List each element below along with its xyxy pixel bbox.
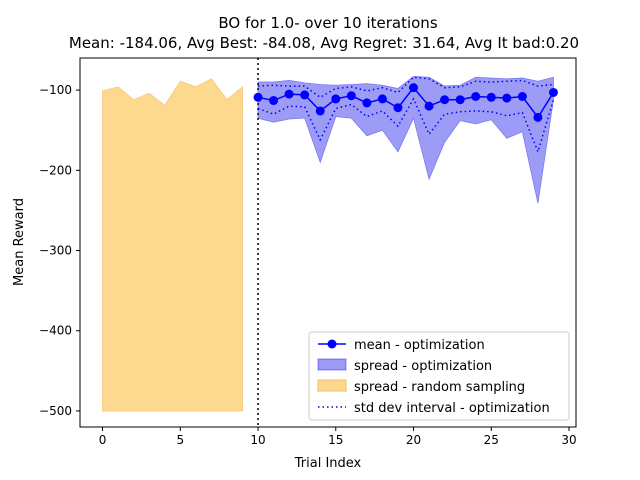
mean-point [517, 92, 527, 102]
legend-spread-random-swatch [317, 379, 347, 392]
mean-point [533, 112, 543, 122]
legend-std-label: std dev interval - optimization [354, 401, 550, 416]
axes-frame [79, 57, 577, 428]
mean-point [269, 96, 279, 106]
mean-point [362, 98, 372, 108]
mean-point [346, 91, 356, 101]
mean-point [300, 90, 310, 100]
x-tick-label: 5 [176, 433, 184, 447]
mean-point [253, 92, 263, 102]
legend-frame [308, 331, 570, 421]
mean-point [548, 87, 558, 97]
std-upper-line [257, 76, 554, 99]
chart-title-line2: Mean: -184.06, Avg Best: -84.08, Avg Reg… [69, 34, 579, 52]
mean-point [502, 93, 512, 103]
x-tick-label: 0 [99, 433, 107, 447]
legend: mean - optimization spread - optimizatio… [308, 331, 570, 421]
x-tick-label: 10 [250, 433, 265, 447]
x-axis-ticks: 0 5 10 15 20 25 30 [99, 427, 577, 447]
x-axis-label: Trial Index [294, 456, 362, 471]
y-tick-label: −500 [39, 404, 72, 418]
legend-spread-opt-label: spread - optimization [354, 359, 492, 374]
optimization-spread-area [257, 76, 554, 204]
legend-mean-label: mean - optimization [354, 338, 485, 353]
random-sampling-spread-area [102, 78, 243, 412]
mean-point [424, 101, 434, 111]
mean-point [409, 83, 419, 93]
y-tick-label: −400 [39, 324, 72, 338]
y-axis-ticks: −500 −400 −300 −200 −100 [39, 83, 80, 418]
x-tick-label: 25 [484, 433, 499, 447]
chart-title-line1: BO for 1.0- over 10 iterations [218, 14, 437, 32]
y-tick-label: −300 [39, 244, 72, 258]
mean-point [455, 95, 465, 105]
x-tick-label: 30 [561, 433, 576, 447]
legend-mean-marker [327, 339, 337, 349]
mean-point [486, 92, 496, 102]
x-tick-label: 20 [406, 433, 421, 447]
mean-point [331, 94, 341, 104]
mean-point [440, 95, 450, 105]
mean-point [377, 94, 387, 104]
y-axis-label: Mean Reward [12, 198, 27, 286]
y-tick-label: −100 [39, 83, 72, 97]
mean-point [315, 106, 325, 116]
x-tick-label: 15 [328, 433, 343, 447]
mean-point [393, 103, 403, 113]
mean-point [471, 92, 481, 102]
legend-spread-random-label: spread - random sampling [354, 380, 525, 395]
mean-point [284, 89, 294, 99]
legend-spread-opt-swatch [317, 358, 347, 371]
plot-area [102, 58, 558, 427]
y-tick-label: −200 [39, 163, 72, 177]
